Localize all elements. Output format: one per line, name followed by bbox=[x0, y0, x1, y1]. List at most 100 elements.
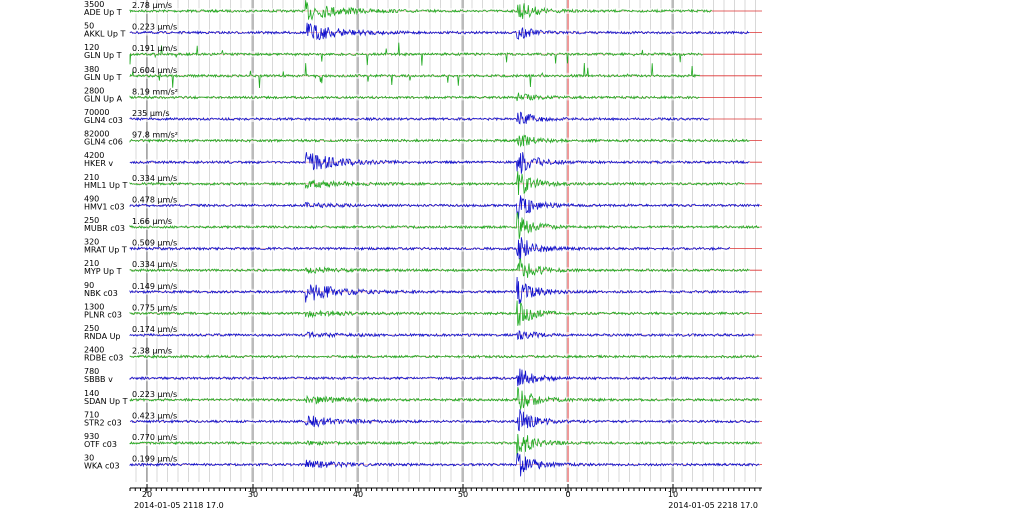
channel-scale: 0.334 µm/s bbox=[132, 174, 177, 183]
channel-name: HML1 Up T bbox=[84, 181, 127, 190]
trace bbox=[129, 300, 750, 326]
trace bbox=[129, 330, 755, 341]
trace bbox=[129, 195, 760, 219]
trace bbox=[129, 452, 760, 477]
trace bbox=[129, 62, 701, 89]
channel-name: PLNR c03 bbox=[84, 310, 122, 319]
channel-count: 3500 bbox=[84, 0, 104, 9]
channel-scale: 0.770 µm/s bbox=[132, 433, 177, 442]
tick-label: 40 bbox=[353, 490, 363, 499]
traces bbox=[129, 0, 760, 477]
channel-scale: 0.423 µm/s bbox=[132, 411, 177, 420]
channel-count: 320 bbox=[84, 238, 99, 247]
trace bbox=[129, 152, 750, 174]
trace bbox=[129, 0, 712, 21]
channel-name: HKER v bbox=[84, 159, 113, 168]
tick-label: 0 bbox=[565, 490, 570, 499]
trace bbox=[129, 368, 760, 387]
channel-scale: 0.223 µm/s bbox=[132, 23, 177, 32]
trace bbox=[129, 409, 760, 432]
trace bbox=[129, 237, 731, 260]
channel-count: 210 bbox=[84, 259, 99, 268]
channel-count: 1300 bbox=[84, 302, 104, 311]
start-time: 2014-01-05 2118 17.0 bbox=[134, 501, 224, 510]
trace bbox=[129, 276, 750, 304]
channel-scale: 0.191 µm/s bbox=[132, 44, 177, 53]
channel-scale: 0.334 µm/s bbox=[132, 260, 177, 269]
tick-label: 10 bbox=[668, 490, 678, 499]
time-axis: 2014-01-05 2118 17.0 2014-01-05 2218 17.… bbox=[129, 484, 762, 510]
channel-count: 90 bbox=[84, 281, 94, 290]
trace bbox=[129, 134, 750, 148]
channel-name: SBBB v bbox=[84, 375, 113, 384]
trace-mask bbox=[130, 440, 760, 446]
trace-mask bbox=[130, 310, 750, 317]
channel-count: 70000 bbox=[84, 108, 109, 117]
channel-count: 250 bbox=[84, 216, 99, 225]
channel-name: ADE Up T bbox=[84, 8, 122, 17]
channel-name: AKKL Up T bbox=[84, 30, 125, 39]
channel-name: RDBE c03 bbox=[84, 354, 123, 363]
channel-name: MUBR c03 bbox=[84, 224, 125, 233]
tick-label: 50 bbox=[458, 490, 468, 499]
channel-scale: 0.478 µm/s bbox=[132, 195, 177, 204]
trace bbox=[129, 22, 750, 41]
trace bbox=[129, 111, 710, 125]
trace bbox=[129, 42, 703, 66]
channel-name: OTF c03 bbox=[84, 440, 117, 449]
trace bbox=[129, 386, 760, 410]
channel-scale: 8.19 mm/s² bbox=[132, 87, 178, 96]
trace bbox=[129, 433, 760, 458]
trace-mask bbox=[130, 116, 710, 122]
channel-count: 30 bbox=[84, 454, 94, 463]
channel-count: 120 bbox=[84, 43, 99, 52]
end-time: 2014-01-05 2218 17.0 bbox=[668, 501, 758, 510]
trace bbox=[129, 354, 760, 360]
channel-name: GLN4 c06 bbox=[84, 138, 123, 147]
channel-name: SDAN Up T bbox=[84, 397, 128, 406]
channel-name: HMV1 c03 bbox=[84, 202, 125, 211]
channel-scale: 97.8 mm/s² bbox=[132, 131, 178, 140]
channel-scale: 235 µm/s bbox=[132, 109, 170, 118]
trace bbox=[129, 171, 745, 196]
channel-count: 50 bbox=[84, 22, 94, 31]
channel-scale: 0.174 µm/s bbox=[132, 325, 177, 334]
channel-name: GLN Up A bbox=[84, 94, 123, 103]
channel-count: 710 bbox=[84, 410, 99, 419]
trace-mask bbox=[130, 29, 750, 36]
channel-name: GLN4 c03 bbox=[84, 116, 123, 125]
trace bbox=[129, 258, 750, 278]
trace bbox=[129, 92, 700, 102]
channel-name: RNDA Up bbox=[84, 332, 121, 341]
channel-count: 2400 bbox=[84, 346, 104, 355]
channel-scale: 2.78 µm/s bbox=[132, 1, 172, 10]
channel-name: NBK c03 bbox=[84, 289, 118, 298]
channel-scale: 0.509 µm/s bbox=[132, 239, 177, 248]
channel-name: GLN Up T bbox=[84, 51, 122, 60]
channel-scale: 0.199 µm/s bbox=[132, 455, 177, 464]
channel-scale: 0.775 µm/s bbox=[132, 303, 177, 312]
channel-name: MRAT Up T bbox=[84, 246, 127, 255]
channel-count: 780 bbox=[84, 367, 99, 376]
channel-count: 2800 bbox=[84, 86, 104, 95]
channel-scale: 0.604 µm/s bbox=[132, 66, 177, 75]
tick-label: 30 bbox=[248, 490, 258, 499]
trace bbox=[129, 211, 760, 239]
channel-count: 4200 bbox=[84, 151, 104, 160]
trace-mask bbox=[130, 267, 750, 274]
channel-scale: 1.66 µm/s bbox=[132, 217, 172, 226]
channel-count: 210 bbox=[84, 173, 99, 182]
channel-count: 140 bbox=[84, 389, 99, 398]
trace-mask bbox=[130, 180, 745, 187]
channel-name: WKA c03 bbox=[84, 462, 120, 471]
channel-scale: 2.38 µm/s bbox=[132, 347, 172, 356]
channel-count: 82000 bbox=[84, 130, 109, 139]
channel-count: 490 bbox=[84, 194, 99, 203]
channel-count: 930 bbox=[84, 432, 99, 441]
trace-mask bbox=[130, 245, 730, 252]
channel-count: 250 bbox=[84, 324, 99, 333]
channel-count: 380 bbox=[84, 65, 99, 74]
